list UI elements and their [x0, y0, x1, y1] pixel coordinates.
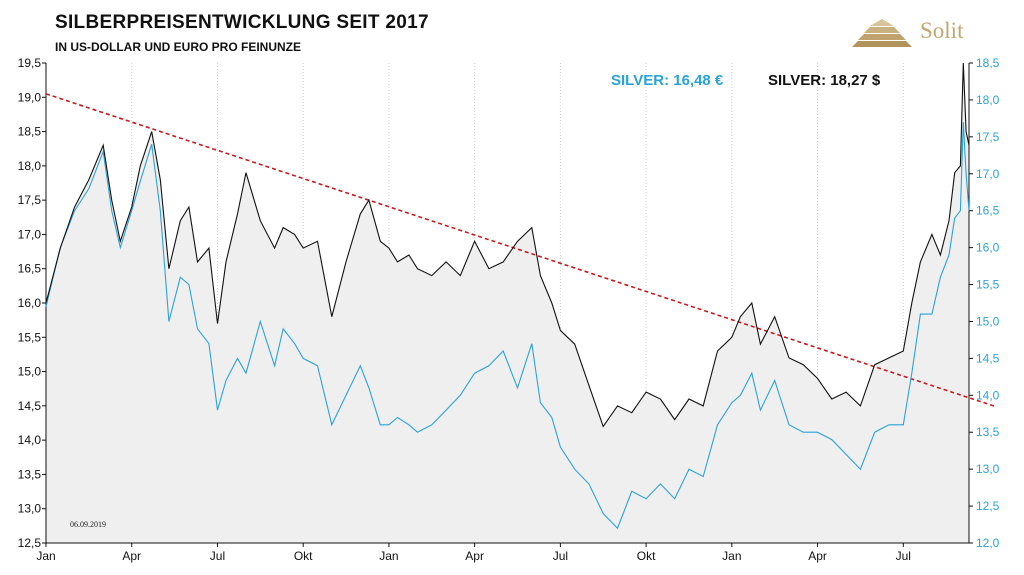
y-tick-label-right: 12,5 [976, 499, 1000, 513]
price-label-usd: SILVER: 18,27 $ [768, 72, 881, 89]
y-tick-label-right: 15,0 [976, 314, 1000, 328]
y-tick-label-right: 18,5 [976, 56, 1000, 70]
y-tick-label-right: 13,5 [976, 425, 1000, 439]
y-tick-label-left: 13,0 [18, 502, 42, 516]
y-tick-label-right: 16,0 [976, 241, 1000, 255]
x-tick-label: Jul [896, 549, 911, 563]
y-tick-label-left: 17,0 [18, 227, 42, 241]
y-axis-left-labels: 12,5 13,0 13,5 14,0 14,5 15,0 15,5 16,0 16,5 17,0… [18, 56, 46, 550]
y-tick-label-left: 19,0 [18, 90, 42, 104]
y-tick-label-left: 12,5 [18, 536, 42, 550]
y-tick-label-left: 14,0 [18, 433, 42, 447]
pyramid-icon [852, 19, 912, 47]
x-tick-label: Okt [637, 549, 656, 563]
x-tick-label: Jan [36, 549, 55, 563]
chart-subtitle: IN US-DOLLAR UND EURO PRO FEINUNZE [55, 40, 301, 54]
x-tick-label: Apr [808, 549, 827, 563]
y-tick-label-left: 14,5 [18, 399, 42, 413]
logo-text: Solit [920, 18, 964, 43]
y-tick-label-right: 17,5 [976, 130, 1000, 144]
y-tick-label-left: 16,0 [18, 296, 42, 310]
usd-area-fill [46, 63, 969, 543]
x-tick-label: Jan [379, 549, 398, 563]
x-tick-label: Okt [294, 549, 313, 563]
x-axis-labels: Jan Apr Jul Okt Jan Apr Jul Okt Jan Apr Jul [36, 543, 911, 563]
y-tick-label-left: 18,0 [18, 159, 42, 173]
x-tick-label: Jan [722, 549, 741, 563]
date-note: 06.09.2019 [70, 520, 106, 529]
y-tick-label-left: 13,5 [18, 467, 42, 481]
x-tick-label: Jul [553, 549, 568, 563]
y-tick-label-right: 16,5 [976, 204, 1000, 218]
y-axis-right-labels: 12,0 12,5 13,0 13,5 14,0 14,5 15,0 15,5 16,0 16,5… [969, 56, 1000, 550]
y-tick-label-right: 15,5 [976, 278, 1000, 292]
x-tick-label: Jul [210, 549, 225, 563]
solit-logo [852, 19, 912, 47]
series-line-eur [45, 122, 970, 530]
series-line-usd [45, 62, 970, 428]
y-tick-label-left: 15,0 [18, 365, 42, 379]
chart-title: SILBERPREISENTWICKLUNG SEIT 2017 [55, 12, 429, 33]
y-tick-label-right: 12,0 [976, 536, 1000, 550]
y-tick-label-left: 17,5 [18, 193, 42, 207]
y-tick-label-right: 14,0 [976, 388, 1000, 402]
y-tick-label-right: 13,0 [976, 462, 1000, 476]
y-tick-label-right: 18,0 [976, 93, 1000, 107]
x-tick-label: Apr [465, 549, 484, 563]
y-tick-label-left: 19,5 [18, 56, 42, 70]
price-label-eur: SILVER: 16,48 € [611, 72, 724, 89]
y-tick-label-right: 17,0 [976, 167, 1000, 181]
x-tick-label: Apr [122, 549, 141, 563]
y-tick-label-left: 18,5 [18, 125, 42, 139]
y-tick-label-left: 16,5 [18, 262, 42, 276]
y-tick-label-left: 15,5 [18, 330, 42, 344]
y-tick-label-right: 14,5 [976, 351, 1000, 365]
trend-line [45, 93, 995, 407]
